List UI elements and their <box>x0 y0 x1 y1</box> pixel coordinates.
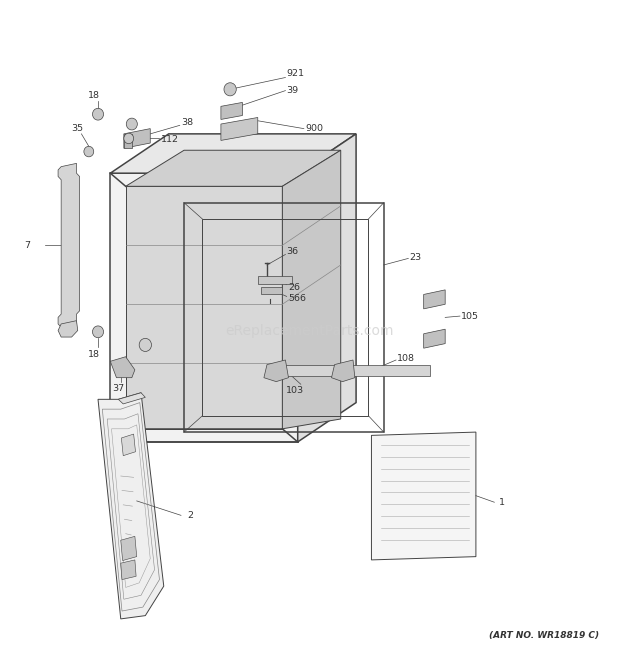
Polygon shape <box>98 393 164 619</box>
Text: 112: 112 <box>161 136 179 144</box>
Text: 108: 108 <box>397 354 415 362</box>
Circle shape <box>126 118 138 130</box>
Text: 23: 23 <box>410 253 422 262</box>
Polygon shape <box>221 118 258 140</box>
Text: 7: 7 <box>24 241 30 250</box>
Polygon shape <box>423 329 445 348</box>
Text: 18: 18 <box>87 91 100 100</box>
Polygon shape <box>282 150 341 429</box>
Circle shape <box>224 83 236 96</box>
Polygon shape <box>122 434 136 455</box>
Circle shape <box>92 108 104 120</box>
Text: 566: 566 <box>288 294 306 303</box>
Polygon shape <box>258 276 291 284</box>
Text: 35: 35 <box>72 124 84 133</box>
Text: 37: 37 <box>112 383 125 393</box>
Circle shape <box>84 146 94 157</box>
Polygon shape <box>110 173 298 442</box>
Polygon shape <box>124 134 132 148</box>
Polygon shape <box>221 102 242 120</box>
Text: 36: 36 <box>286 247 299 256</box>
Polygon shape <box>121 560 136 580</box>
Text: 38: 38 <box>181 118 193 126</box>
Polygon shape <box>110 357 135 377</box>
Text: 2: 2 <box>187 511 193 520</box>
Polygon shape <box>423 290 445 309</box>
Polygon shape <box>110 134 356 173</box>
Polygon shape <box>118 393 145 404</box>
Text: 105: 105 <box>461 311 479 321</box>
Circle shape <box>124 134 134 143</box>
Circle shape <box>92 326 104 338</box>
Text: 39: 39 <box>286 86 299 95</box>
Polygon shape <box>58 163 79 327</box>
Polygon shape <box>126 186 282 429</box>
Polygon shape <box>267 365 430 376</box>
Polygon shape <box>58 321 78 337</box>
Text: 1: 1 <box>499 498 505 507</box>
Text: eReplacementParts.com: eReplacementParts.com <box>226 323 394 338</box>
Text: 921: 921 <box>286 69 304 78</box>
Polygon shape <box>332 360 355 381</box>
Polygon shape <box>261 287 282 293</box>
Text: (ART NO. WR18819 C): (ART NO. WR18819 C) <box>489 631 599 640</box>
Polygon shape <box>126 150 341 186</box>
Polygon shape <box>298 134 356 442</box>
Circle shape <box>139 338 151 352</box>
Text: 900: 900 <box>305 124 323 133</box>
Text: 18: 18 <box>87 350 100 359</box>
Polygon shape <box>264 360 288 381</box>
Text: 26: 26 <box>288 283 300 292</box>
Polygon shape <box>121 536 137 561</box>
Polygon shape <box>124 129 150 148</box>
Polygon shape <box>371 432 476 560</box>
Text: 103: 103 <box>286 386 304 395</box>
